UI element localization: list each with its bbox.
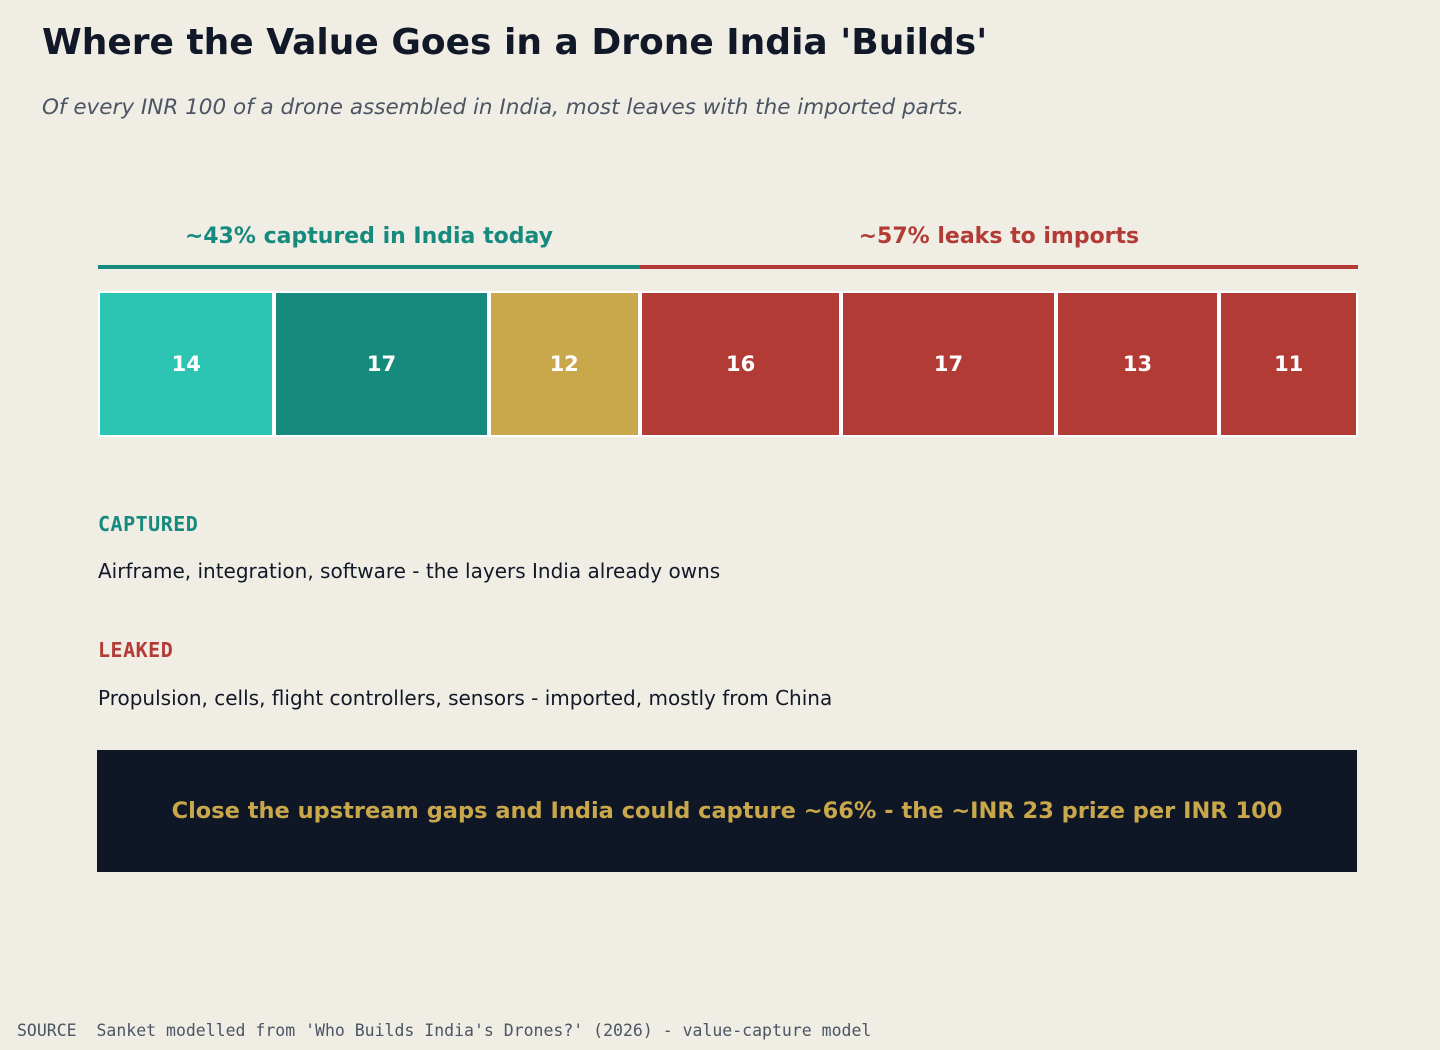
- chart-subtitle: Of every INR 100 of a drone assembled in…: [42, 95, 965, 120]
- chart-title: Where the Value Goes in a Drone India 'B…: [42, 22, 988, 63]
- segment-value-label: 13: [1122, 352, 1153, 376]
- group-bracket-leaked: [639, 265, 1358, 269]
- bar-segment-captured: 17: [274, 291, 489, 437]
- segment-value-label: 17: [933, 352, 964, 376]
- group-label-captured: ~43% captured in India today: [184, 224, 553, 249]
- segment-value-label: 16: [725, 352, 756, 376]
- group-bracket-captured: [98, 265, 640, 269]
- bar-segment-leaked: 17: [841, 291, 1056, 437]
- source-note: SOURCE Sanket modelled from 'Who Builds …: [17, 1021, 872, 1040]
- callout-text: Close the upstream gaps and India could …: [171, 798, 1283, 824]
- segment-value-label: 12: [549, 352, 579, 376]
- segment-value-label: 17: [366, 352, 397, 376]
- callout-box: Close the upstream gaps and India could …: [97, 750, 1357, 872]
- segment-value-label: 14: [171, 352, 201, 376]
- leaked-description: Propulsion, cells, flight controllers, s…: [98, 686, 833, 710]
- segment-value-label: 11: [1274, 352, 1304, 376]
- stacked-bar: 14 17 12 16 17 13 11: [98, 291, 1358, 437]
- bar-segment-leaked: 13: [1055, 291, 1220, 437]
- captured-heading: CAPTURED: [98, 512, 199, 536]
- bar-segment-leaked: 11: [1219, 291, 1358, 437]
- bar-segment-leaked: 16: [639, 291, 842, 437]
- bar-segment-captured: 14: [98, 291, 275, 437]
- group-label-leaked: ~57% leaks to imports: [858, 224, 1140, 249]
- leaked-heading: LEAKED: [98, 638, 174, 662]
- bar-segment-captured: 12: [488, 291, 640, 437]
- captured-description: Airframe, integration, software - the la…: [98, 559, 721, 583]
